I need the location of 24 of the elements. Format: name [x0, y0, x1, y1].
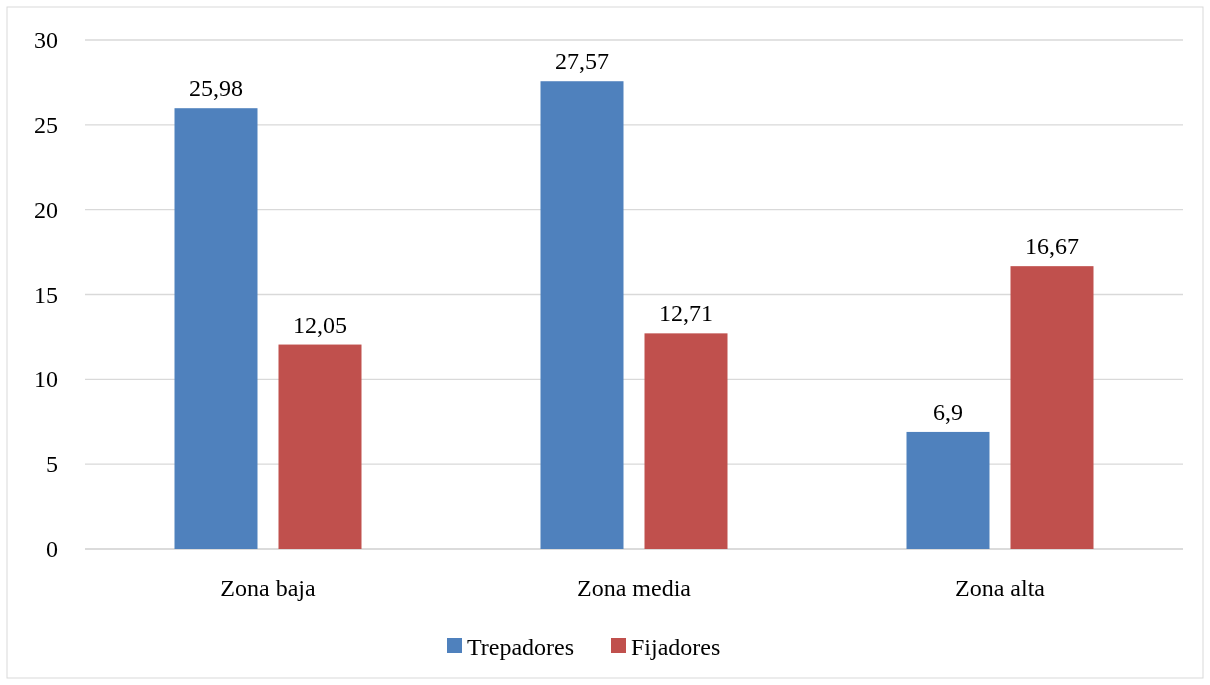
y-tick-label: 30: [34, 27, 58, 53]
y-tick-label: 5: [46, 451, 58, 478]
y-tick-label: 25: [34, 111, 58, 138]
data-label: 25,98: [189, 75, 243, 102]
y-tick-label: 0: [46, 536, 58, 562]
data-label: 12,71: [659, 300, 713, 327]
x-tick-label: Zona media: [577, 575, 692, 601]
legend-label: Trepadores: [467, 634, 575, 660]
bar: [540, 81, 624, 549]
bar: [278, 344, 362, 549]
bar: [1010, 266, 1094, 549]
bar: [644, 333, 728, 549]
data-label: 27,57: [555, 48, 609, 75]
data-label: 16,67: [1025, 233, 1079, 260]
y-tick-label: 20: [34, 196, 58, 223]
legend-label: Fijadores: [631, 634, 721, 660]
x-tick-label: Zona alta: [955, 575, 1046, 601]
bar: [174, 108, 258, 549]
data-label: 6,9: [933, 398, 963, 425]
data-label: 12,05: [293, 311, 347, 338]
x-tick-label: Zona baja: [220, 575, 316, 601]
bar: [906, 431, 990, 549]
y-tick-label: 15: [34, 281, 58, 308]
y-tick-label: 10: [34, 366, 58, 393]
